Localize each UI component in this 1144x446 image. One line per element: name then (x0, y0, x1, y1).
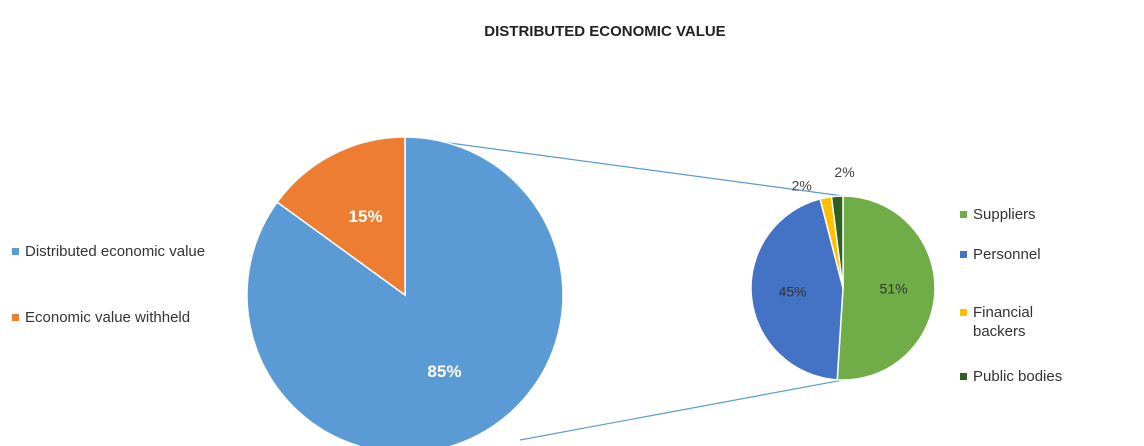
legend-label: Distributed economic value (25, 243, 206, 260)
data-label: 2% (792, 177, 812, 193)
legend-label: Economic value withheld (25, 309, 191, 326)
legend-swatch (960, 211, 967, 218)
legend-item: Economic value withheld (12, 308, 237, 327)
legend-swatch (960, 373, 967, 380)
legend-item: Distributed economic value (12, 242, 237, 261)
legend-label: Personnel (973, 246, 1041, 263)
pie-slice (750, 197, 844, 381)
data-label: 51% (880, 280, 908, 296)
connector (519, 379, 844, 441)
legend-swatch (960, 251, 967, 258)
legend-item: Financial backers (960, 303, 1070, 341)
legend-label: Suppliers (973, 206, 1036, 223)
legend-label: Financial backers (973, 304, 1034, 340)
legend-label: Public bodies (973, 368, 1063, 385)
legend-swatch (960, 309, 967, 316)
data-label: 2% (834, 164, 854, 180)
pie-slice (836, 195, 936, 381)
legend-item: Public bodies (960, 367, 1070, 386)
legend-swatch (12, 248, 19, 255)
connector (404, 136, 844, 197)
pie-slice (830, 195, 844, 289)
legend-item: Suppliers (960, 205, 1070, 224)
legend-swatch (12, 314, 19, 321)
data-label: 85% (427, 362, 461, 381)
pie-slice (276, 136, 406, 297)
chart-title: DISTRIBUTED ECONOMIC VALUE (484, 23, 725, 40)
legend-item: Personnel (960, 245, 1070, 264)
data-label: 45% (779, 283, 807, 299)
data-label: 15% (349, 207, 383, 226)
